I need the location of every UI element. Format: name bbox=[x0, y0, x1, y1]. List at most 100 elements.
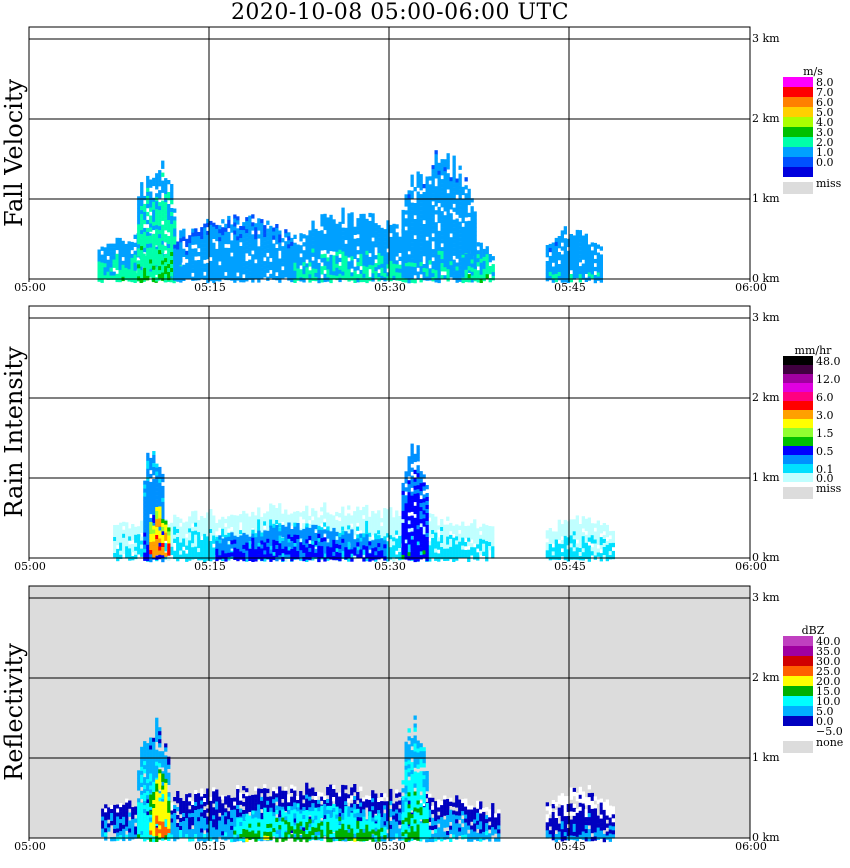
fv-echo-cell bbox=[164, 190, 168, 195]
fv-echo-cell bbox=[395, 236, 399, 241]
fv-echo-cell bbox=[224, 263, 228, 269]
ri-echo-cell bbox=[590, 527, 594, 532]
ri-echo-cell bbox=[578, 524, 582, 529]
fv-echo-cell bbox=[452, 235, 456, 240]
ri-echo-cell bbox=[482, 543, 486, 548]
fv-echo-cell bbox=[389, 236, 393, 242]
fv-echo-cell bbox=[100, 254, 104, 259]
fv-echo-cell bbox=[410, 218, 414, 223]
fv-echo-cell bbox=[455, 242, 459, 247]
ri-echo-cell bbox=[422, 486, 426, 491]
fv-echo-cell bbox=[470, 254, 474, 259]
fv-echo-cell bbox=[133, 266, 137, 271]
fv-echo-cell bbox=[248, 227, 252, 232]
fv-echo-cell bbox=[242, 238, 246, 243]
fv-echo-cell bbox=[581, 251, 585, 256]
fv-echo-cell bbox=[401, 221, 405, 227]
fv-echo-cell bbox=[434, 238, 438, 243]
fv-echo-cell bbox=[419, 186, 423, 191]
ri-echo-cell bbox=[146, 532, 150, 538]
fv-echo-cell bbox=[338, 265, 342, 271]
fv-echo-cell bbox=[100, 266, 104, 271]
ri-echo-cell bbox=[587, 529, 591, 534]
ri-echo-cell bbox=[344, 535, 348, 540]
fv-echo-cell bbox=[317, 246, 321, 252]
ri-echo-cell bbox=[560, 524, 564, 529]
fv-echo-cell bbox=[374, 255, 378, 260]
fv-echo-cell bbox=[161, 272, 165, 277]
fv-echo-cell bbox=[248, 263, 252, 268]
fv-echo-cell bbox=[299, 233, 303, 238]
fv-echo-cell bbox=[233, 222, 237, 227]
dbz-echo-cell bbox=[221, 819, 225, 824]
dbz-echo-cell bbox=[113, 812, 117, 818]
ri-echo-cell bbox=[134, 554, 138, 560]
fv-echo-cell bbox=[401, 241, 405, 247]
fv-echo-cell bbox=[215, 228, 219, 234]
ri-echo-cell bbox=[158, 470, 162, 476]
ri-echo-cell bbox=[320, 507, 324, 512]
fv-echo-cell bbox=[425, 252, 429, 257]
dbz-echo-cell bbox=[125, 806, 129, 811]
fv-echo-cell bbox=[584, 253, 588, 258]
dbz-echo-cell bbox=[209, 808, 213, 814]
dbz-echo-cell bbox=[116, 836, 120, 841]
fv-echo-cell bbox=[365, 230, 369, 236]
fv-echo-cell bbox=[242, 222, 246, 227]
ri-echo-cell bbox=[179, 526, 183, 531]
fv-echo-cell bbox=[479, 246, 483, 251]
fv-echo-cell bbox=[167, 196, 171, 201]
fv-echo-cell bbox=[167, 248, 171, 253]
fv-echo-cell bbox=[473, 257, 477, 262]
fv-echo-cell bbox=[314, 232, 318, 238]
fv-echo-cell bbox=[305, 263, 309, 268]
ri-echo-cell bbox=[164, 524, 168, 529]
ri-echo-cell bbox=[152, 471, 156, 476]
fv-echo-cell bbox=[455, 250, 459, 255]
ri-echo-cell bbox=[413, 453, 417, 459]
fv-echo-cell bbox=[449, 249, 453, 254]
fv-echo-cell bbox=[317, 254, 321, 260]
fv-echo-cell bbox=[428, 208, 432, 213]
dbz-echo-cell bbox=[119, 815, 123, 820]
dbz-echo-cell bbox=[110, 817, 114, 822]
fv-echo-cell bbox=[377, 253, 381, 258]
fv-echo-cell bbox=[263, 269, 267, 274]
ri-echo-cell bbox=[374, 535, 378, 540]
dbz-echo-cell bbox=[128, 800, 132, 805]
ri-echo-cell bbox=[446, 548, 450, 553]
ri-echo-cell bbox=[416, 513, 420, 518]
ri-echo-cell bbox=[347, 505, 351, 510]
fv-echo-cell bbox=[428, 252, 432, 257]
fv-echo-cell bbox=[368, 240, 372, 246]
ri-echo-cell bbox=[404, 531, 408, 536]
ri-echo-cell bbox=[128, 556, 132, 561]
fv-echo-cell bbox=[422, 244, 426, 249]
fv-echo-cell bbox=[389, 268, 393, 274]
fv-echo-cell bbox=[569, 262, 573, 267]
fv-echo-cell bbox=[248, 231, 252, 236]
fv-echo-cell bbox=[133, 250, 137, 255]
fv-echo-cell bbox=[197, 260, 201, 265]
ri-echo-cell bbox=[230, 540, 234, 545]
ri-echo-cell bbox=[146, 484, 150, 490]
dbz-echo-cell bbox=[221, 795, 225, 800]
ri-echo-cell bbox=[431, 522, 435, 527]
fv-echo-cell bbox=[545, 249, 549, 254]
fv-echo-cell bbox=[599, 246, 603, 251]
ri-echo-cell bbox=[380, 546, 384, 551]
fv-echo-cell bbox=[278, 270, 282, 275]
dbz-echo-cell bbox=[182, 809, 186, 814]
ri-echo-cell bbox=[440, 551, 444, 556]
fv-echo-cell bbox=[200, 247, 204, 252]
fv-echo-cell bbox=[335, 247, 339, 253]
fv-echo-cell bbox=[368, 220, 372, 226]
dbz-echo-cell bbox=[182, 817, 186, 822]
ri-echo-cell bbox=[314, 510, 318, 516]
fv-echo-cell bbox=[368, 232, 372, 238]
ri-echo-cell bbox=[545, 534, 549, 539]
fv-echo-cell bbox=[341, 215, 345, 220]
fv-echo-cell bbox=[149, 215, 153, 220]
fv-echo-cell bbox=[284, 261, 288, 266]
